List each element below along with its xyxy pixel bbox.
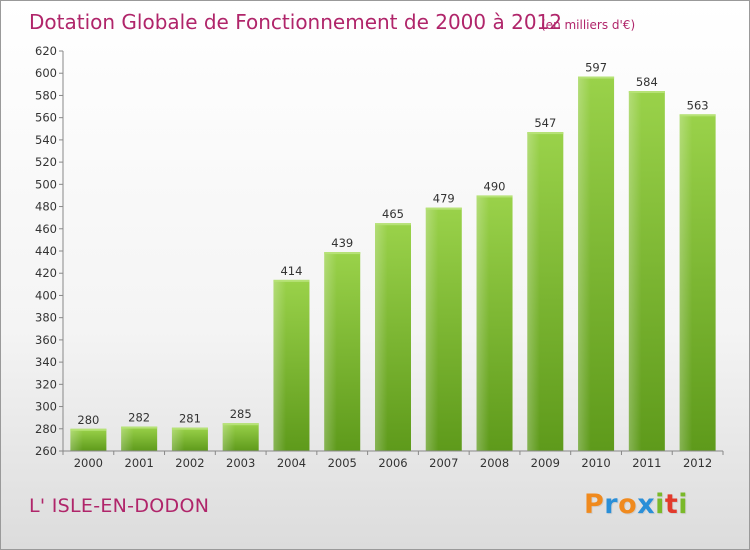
bars-group: 280 282 281 285 414 439 465 479 490 547 597 584 563 — [70, 61, 716, 452]
value-label: 465 — [382, 207, 404, 221]
bar-highlight — [628, 91, 642, 451]
x-tick-label: 2012 — [683, 456, 712, 470]
bar-top-edge — [679, 114, 716, 117]
logo-letter: x — [637, 489, 656, 520]
bar-highlight — [425, 207, 439, 451]
bar-top-edge — [324, 252, 361, 255]
y-tick-label: 320 — [35, 377, 57, 391]
bar-highlight — [578, 76, 591, 452]
y-tick-label: 460 — [35, 222, 57, 236]
bar-top-edge — [70, 428, 107, 431]
bar-highlight — [324, 252, 337, 451]
x-tick-label: 2011 — [632, 456, 661, 470]
bar-highlight — [121, 426, 134, 451]
x-tick-label: 2000 — [74, 456, 103, 470]
x-tick-label: 2001 — [125, 456, 154, 470]
commune-name: L' ISLE-EN-DODON — [29, 495, 210, 517]
bar-top-edge — [222, 423, 259, 426]
logo-letter: i — [655, 489, 665, 520]
x-tick-label: 2010 — [581, 456, 610, 470]
logo-letter: i — [678, 489, 689, 520]
value-label: 285 — [230, 407, 252, 421]
value-label: 439 — [331, 236, 353, 250]
value-label: 584 — [636, 75, 658, 89]
y-tick-label: 600 — [35, 66, 57, 80]
y-tick-label: 420 — [35, 266, 57, 280]
x-tick-label: 2005 — [328, 456, 357, 470]
bar-top-edge — [273, 279, 310, 282]
logo-letter: o — [618, 489, 638, 520]
x-tick-label: 2009 — [531, 456, 560, 470]
y-tick-label: 400 — [35, 288, 57, 302]
y-tick-label: 560 — [35, 111, 57, 125]
bar-top-edge — [628, 91, 665, 93]
proxiti-logo: Proxiti — [584, 489, 688, 520]
logo-letter: r — [604, 489, 619, 520]
logo-letter: P — [584, 489, 605, 520]
x-tick-label: 2004 — [277, 456, 306, 470]
value-label: 281 — [179, 412, 201, 426]
x-tick-label: 2002 — [175, 456, 204, 470]
y-tick-label: 480 — [35, 200, 57, 214]
x-tick-label: 2008 — [480, 456, 509, 470]
x-tick-label: 2006 — [378, 456, 407, 470]
x-tick-label: 2007 — [429, 456, 458, 470]
bar-highlight — [171, 427, 185, 451]
bar-top-edge — [578, 76, 615, 79]
x-axis: 2000 2001 2002 2003 2004 2005 2006 2007 2008 2009… — [62, 450, 724, 470]
y-tick-label: 380 — [35, 311, 57, 325]
bar-top-edge — [425, 207, 462, 210]
bar-top-edge — [476, 195, 513, 198]
y-tick-label: 280 — [35, 422, 57, 436]
bar-top-edge — [527, 132, 564, 135]
x-tick-label: 2003 — [226, 456, 255, 470]
bar-top-edge — [375, 223, 411, 226]
bar-highlight — [476, 195, 490, 451]
y-tick-label: 300 — [35, 400, 57, 414]
bar-top-edge — [171, 427, 208, 430]
y-tick-label: 360 — [35, 333, 57, 347]
y-tick-label: 340 — [35, 355, 57, 369]
bar-highlight — [527, 132, 540, 451]
logo-letter: t — [664, 489, 679, 520]
y-tick-label: 540 — [35, 133, 57, 147]
value-label: 563 — [687, 98, 709, 112]
y-tick-label: 620 — [35, 44, 57, 58]
y-tick-label: 500 — [35, 177, 57, 191]
chart-subtitle: (en milliers d'€) — [541, 18, 635, 32]
value-label: 547 — [534, 116, 556, 130]
bar-highlight — [222, 423, 236, 451]
value-label: 490 — [484, 179, 506, 193]
y-tick-label: 580 — [35, 88, 57, 102]
y-tick-label: 440 — [35, 244, 57, 258]
y-tick-label: 260 — [35, 444, 57, 458]
bar-highlight — [679, 114, 693, 451]
y-axis: 260 280 300 320 340 360 380 400 420 440 460 480 500 5… — [35, 44, 64, 458]
chart-title: Dotation Globale de Fonctionnement de 20… — [29, 10, 562, 34]
bar-highlight — [70, 428, 83, 451]
bar-top-edge — [121, 426, 158, 429]
value-label: 280 — [77, 413, 99, 427]
value-label: 414 — [280, 264, 302, 278]
bar-highlight — [375, 223, 388, 451]
bar-highlight — [273, 279, 287, 451]
y-tick-label: 520 — [35, 155, 57, 169]
value-label: 479 — [433, 192, 455, 206]
value-label: 597 — [585, 61, 607, 75]
value-label: 282 — [128, 411, 150, 425]
